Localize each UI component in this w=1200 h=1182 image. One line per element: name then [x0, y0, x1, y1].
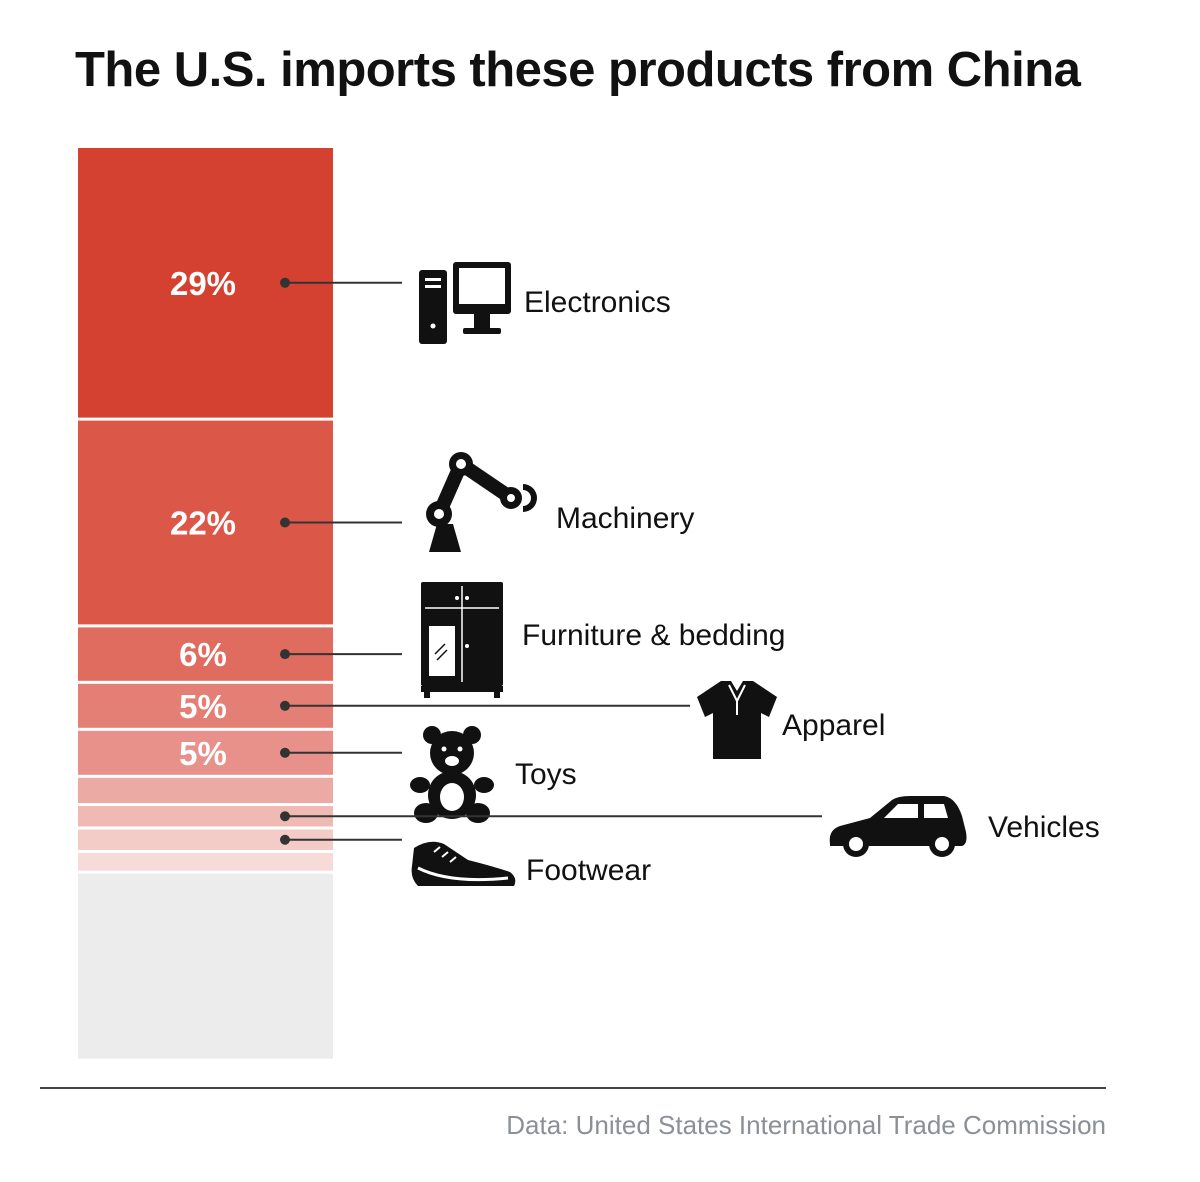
bar-segment-footwear [78, 829, 333, 850]
bar-segment-other-8 [78, 853, 333, 871]
bar-segment-other-5 [78, 777, 333, 803]
sneaker-icon [411, 841, 516, 886]
value-label-toys: 5% [179, 735, 227, 772]
data-source: Data: United States International Trade … [506, 1110, 1106, 1140]
value-label-apparel: 5% [179, 688, 227, 725]
category-label-electronics: Electronics [524, 286, 671, 319]
polo-shirt-icon [697, 681, 777, 759]
car-icon [829, 796, 967, 857]
category-label-machinery: Machinery [556, 502, 694, 535]
bar-segment-other-9 [78, 873, 333, 1059]
category-label-toys: Toys [515, 758, 577, 791]
category-label-apparel: Apparel [782, 709, 885, 742]
value-label-electronics: 29% [170, 265, 236, 302]
desktop-computer-icon [419, 262, 511, 344]
category-label-footwear: Footwear [526, 854, 651, 887]
category-label-vehicles: Vehicles [988, 811, 1100, 844]
category-label-furniture-and-bedding: Furniture & bedding [522, 619, 786, 652]
robotic-arm-icon [426, 452, 537, 552]
wardrobe-icon [421, 582, 503, 698]
value-label-furniture-and-bedding: 6% [179, 636, 227, 673]
chart-title: The U.S. imports these products from Chi… [75, 43, 1081, 97]
teddy-bear-icon [410, 726, 494, 823]
bar-segment-vehicles [78, 806, 333, 827]
value-label-machinery: 22% [170, 505, 236, 542]
